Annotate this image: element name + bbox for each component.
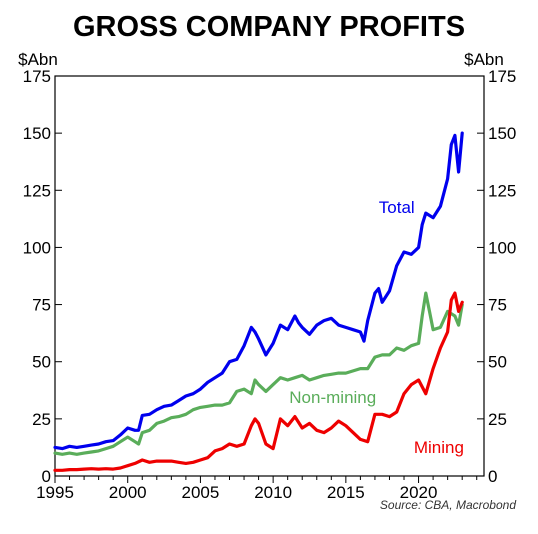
y-tick-label-left: 175 bbox=[23, 67, 51, 86]
y-tick-label-right: 0 bbox=[488, 467, 497, 486]
x-tick-label: 2005 bbox=[182, 483, 220, 502]
y-tick-label-left: 125 bbox=[23, 181, 51, 200]
x-tick-label: 1995 bbox=[36, 483, 74, 502]
y-tick-label-right: 75 bbox=[488, 296, 507, 315]
series-line-total bbox=[53, 131, 464, 451]
chart-title: GROSS COMPANY PROFITS bbox=[73, 11, 465, 43]
y-tick-label-left: 75 bbox=[32, 296, 51, 315]
series-labels: Total Non-mining Mining bbox=[289, 198, 464, 457]
plot-area-frame bbox=[54, 75, 485, 477]
y-tick-label-right: 175 bbox=[488, 67, 516, 86]
series-line-mining bbox=[53, 291, 464, 472]
left-axis-unit: $Abn bbox=[18, 50, 58, 69]
y-tick-label-right: 50 bbox=[488, 353, 507, 372]
y-tick-label-right: 125 bbox=[488, 181, 516, 200]
y-tick-label-left: 50 bbox=[32, 353, 51, 372]
y-tick-label-left: 100 bbox=[23, 238, 51, 257]
x-tick-label: 2000 bbox=[109, 483, 147, 502]
x-tick-label: 2010 bbox=[254, 483, 292, 502]
source-note: Source: CBA, Macrobond bbox=[380, 498, 516, 512]
x-tick-label: 2020 bbox=[400, 483, 438, 502]
y-tick-label-right: 100 bbox=[488, 238, 516, 257]
right-axis-unit: $Abn bbox=[464, 50, 504, 69]
data-series bbox=[53, 131, 464, 472]
y-tick-label-right: 25 bbox=[488, 410, 507, 429]
label-mining: Mining bbox=[414, 438, 464, 457]
label-total: Total bbox=[379, 198, 415, 217]
y-tick-label-left: 150 bbox=[23, 124, 51, 143]
y-tick-label-right: 150 bbox=[488, 124, 516, 143]
axis-ticks: 0 0 25 25 50 50 75 75 100 100 125 125 150 150 175 175 19… bbox=[23, 67, 517, 502]
x-tick-label: 2015 bbox=[327, 483, 365, 502]
y-tick-label-left: 0 bbox=[42, 467, 51, 486]
label-non-mining: Non-mining bbox=[289, 388, 376, 407]
series-line-non-mining bbox=[53, 291, 464, 456]
y-tick-label-left: 25 bbox=[32, 410, 51, 429]
